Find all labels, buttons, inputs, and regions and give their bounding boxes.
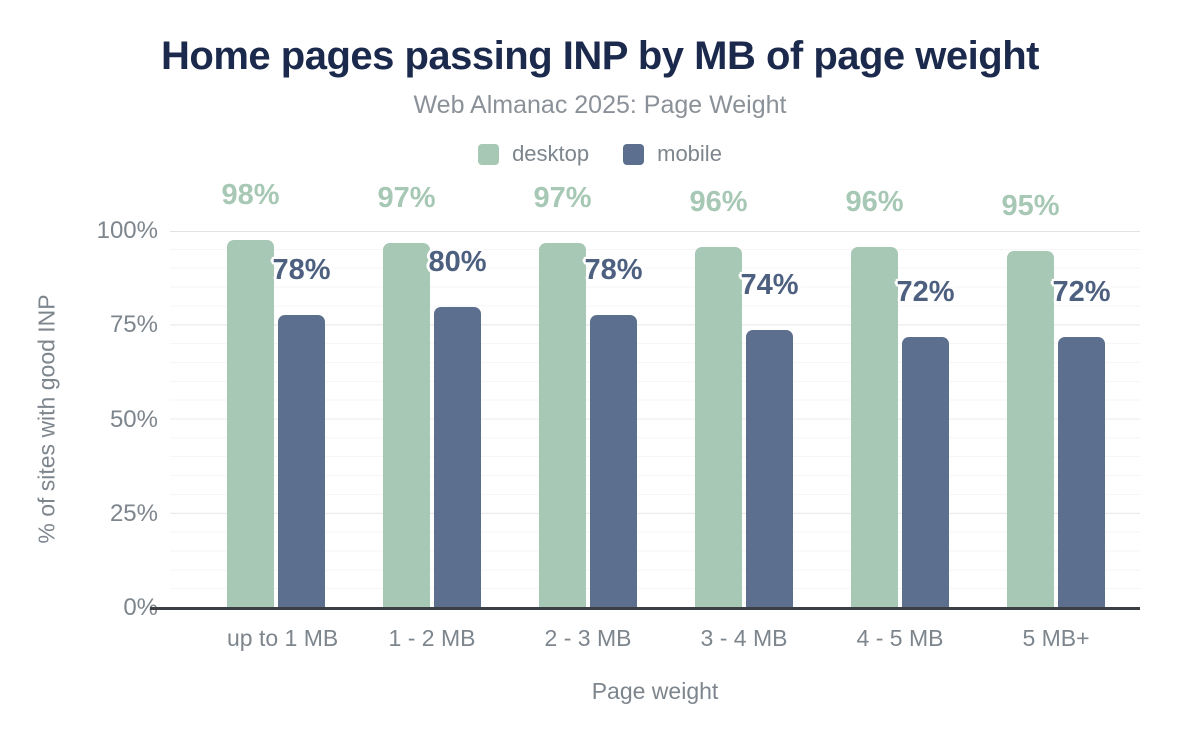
x-tick-label: 1 - 2 MB bbox=[388, 625, 476, 651]
bar-pair bbox=[1007, 232, 1105, 608]
chart-title: Home pages passing INP by MB of page wei… bbox=[161, 34, 1039, 78]
bar-pair bbox=[227, 232, 325, 608]
y-axis-ticks: 0% 25% 50% 75% 100% bbox=[0, 217, 158, 621]
bar-groups: 98% 78% up to 1 MB 97% 80% 1 - 2 MB 97% 78% 2 - … bbox=[170, 180, 1140, 651]
x-tick-label: up to 1 MB bbox=[227, 625, 339, 651]
mobile-value-label: 80% bbox=[428, 246, 487, 279]
desktop-value-label: 97% bbox=[533, 182, 592, 215]
mobile-value-label: 72% bbox=[1052, 276, 1111, 309]
desktop-value-label: 96% bbox=[845, 186, 904, 219]
y-tick-label: 25% bbox=[109, 499, 158, 527]
x-tick-label: 4 - 5 MB bbox=[856, 625, 944, 651]
y-tick-label: 100% bbox=[96, 217, 158, 244]
bar-group: 98% 78% up to 1 MB bbox=[221, 180, 338, 651]
desktop-bar bbox=[851, 247, 898, 608]
mobile-bar bbox=[1058, 337, 1105, 608]
bar-pair bbox=[851, 232, 949, 608]
legend-label-desktop: desktop bbox=[512, 141, 590, 166]
mobile-bar bbox=[434, 307, 481, 608]
chart-subtitle: Web Almanac 2025: Page Weight bbox=[413, 91, 787, 119]
desktop-bar bbox=[383, 243, 430, 608]
plot-area: 98% 78% up to 1 MB 97% 80% 1 - 2 MB 97% 78% 2 - … bbox=[150, 180, 1140, 651]
bar-pair bbox=[695, 232, 793, 608]
bar-pair bbox=[539, 232, 637, 608]
mobile-bar bbox=[902, 337, 949, 608]
x-tick-label: 3 - 4 MB bbox=[700, 625, 788, 651]
desktop-value-label: 98% bbox=[221, 178, 280, 211]
x-axis-title: Page weight bbox=[591, 678, 719, 704]
bar-group: 97% 80% 1 - 2 MB bbox=[377, 184, 486, 651]
x-tick-label: 2 - 3 MB bbox=[544, 625, 632, 651]
mobile-value-label: 78% bbox=[584, 253, 643, 286]
y-tick-label: 50% bbox=[109, 405, 158, 433]
bar-group: 96% 72% 4 - 5 MB bbox=[845, 188, 954, 651]
bar-group: 97% 78% 2 - 3 MB bbox=[533, 184, 642, 651]
bar-pair bbox=[383, 232, 481, 608]
mobile-bar bbox=[746, 329, 793, 608]
bar-group: 95% 72% 5 MB+ bbox=[1001, 191, 1110, 651]
mobile-bar bbox=[278, 314, 325, 608]
desktop-value-label: 97% bbox=[377, 182, 436, 215]
desktop-bar bbox=[695, 247, 742, 608]
desktop-bar bbox=[1007, 250, 1054, 608]
desktop-value-label: 95% bbox=[1001, 189, 1060, 222]
legend-item-desktop: desktop bbox=[478, 141, 589, 167]
legend-swatch-mobile bbox=[623, 143, 645, 165]
mobile-bar bbox=[590, 314, 637, 608]
desktop-value-label: 96% bbox=[689, 186, 748, 219]
x-axis-line bbox=[150, 607, 1140, 610]
legend-item-mobile: mobile bbox=[623, 141, 722, 167]
bar-group: 96% 74% 3 - 4 MB bbox=[689, 188, 798, 651]
mobile-value-label: 74% bbox=[740, 268, 799, 301]
legend: desktop mobile bbox=[0, 141, 1200, 167]
desktop-bar bbox=[539, 243, 586, 608]
x-tick-label: 5 MB+ bbox=[1022, 625, 1090, 651]
mobile-value-label: 72% bbox=[896, 276, 955, 309]
legend-label-mobile: mobile bbox=[657, 141, 722, 166]
desktop-bar bbox=[227, 239, 274, 608]
mobile-value-label: 78% bbox=[272, 253, 331, 286]
legend-swatch-desktop bbox=[478, 143, 500, 165]
y-tick-label: 75% bbox=[109, 311, 158, 339]
